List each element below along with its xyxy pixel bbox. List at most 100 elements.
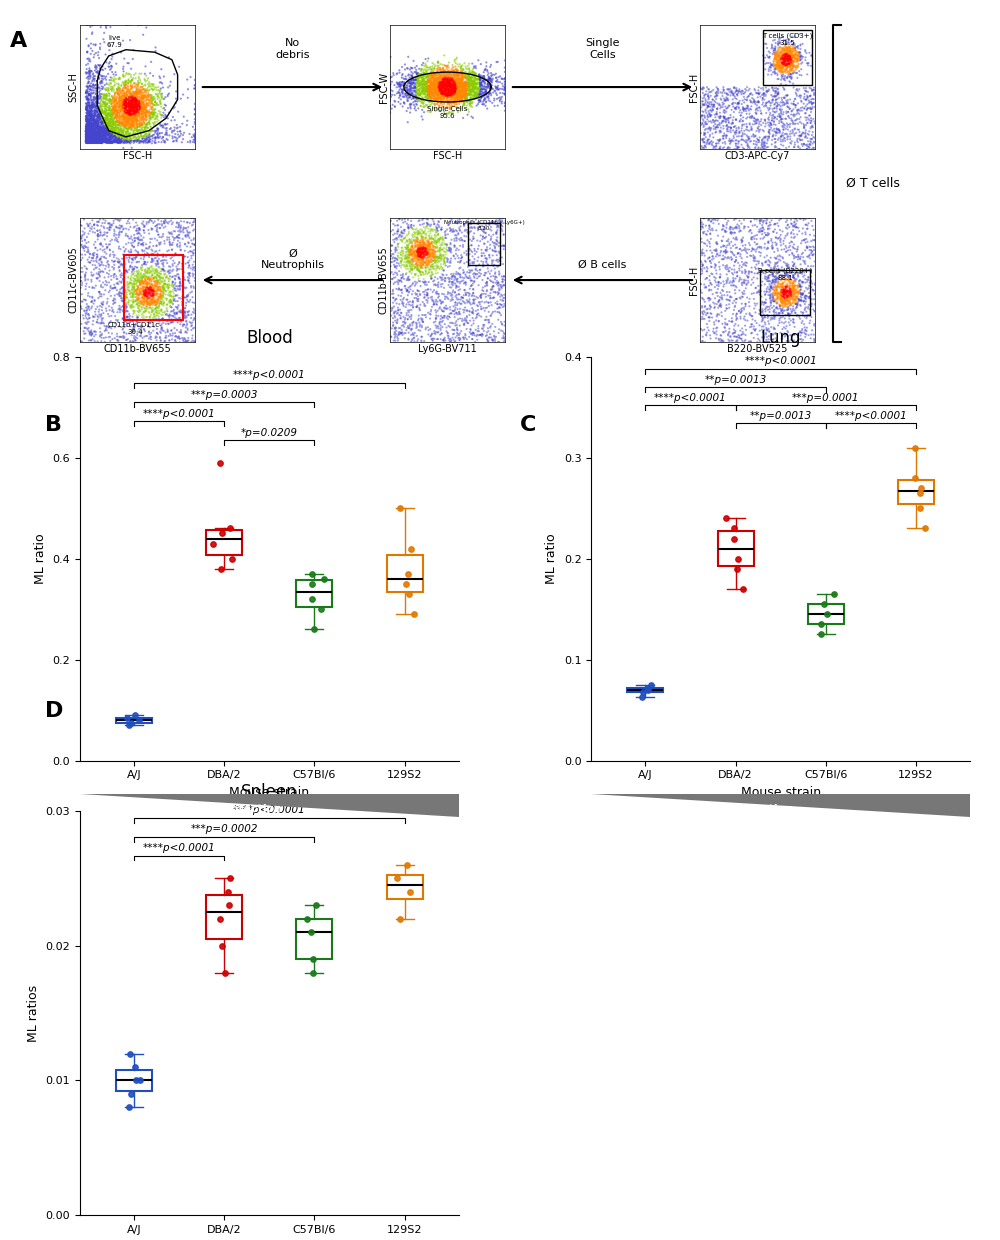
Point bbox=[87, 133, 103, 153]
Point bbox=[798, 262, 814, 281]
Point bbox=[454, 74, 470, 94]
Point bbox=[707, 241, 723, 260]
Point bbox=[453, 68, 469, 88]
Point bbox=[166, 300, 182, 320]
Point bbox=[782, 41, 798, 61]
Point bbox=[102, 104, 118, 124]
Point bbox=[784, 27, 800, 47]
Point bbox=[125, 123, 141, 143]
Point bbox=[205, 533, 221, 553]
Point bbox=[402, 232, 418, 252]
Point bbox=[775, 289, 791, 309]
Point bbox=[467, 83, 483, 103]
Point bbox=[757, 248, 773, 268]
Point bbox=[406, 51, 422, 71]
Point bbox=[425, 264, 441, 284]
Point bbox=[80, 113, 96, 133]
Point bbox=[435, 91, 451, 110]
Point bbox=[727, 234, 743, 254]
Point bbox=[405, 84, 421, 104]
Point bbox=[142, 258, 158, 278]
Point bbox=[783, 330, 799, 350]
Point bbox=[186, 299, 202, 319]
Point bbox=[149, 304, 165, 324]
Point bbox=[91, 87, 107, 107]
Point bbox=[493, 285, 509, 305]
Point bbox=[120, 97, 136, 117]
Point bbox=[425, 74, 441, 94]
Point bbox=[79, 129, 95, 149]
Point bbox=[93, 112, 109, 131]
Point bbox=[434, 78, 450, 98]
Point bbox=[785, 53, 801, 73]
Point bbox=[432, 81, 448, 100]
Point bbox=[497, 68, 513, 88]
Point bbox=[700, 123, 716, 143]
Point bbox=[87, 119, 103, 139]
Point bbox=[414, 243, 430, 263]
Point bbox=[140, 283, 156, 303]
Point bbox=[431, 247, 447, 267]
Point bbox=[408, 239, 424, 259]
Point bbox=[125, 311, 141, 331]
Point bbox=[442, 83, 458, 103]
Point bbox=[756, 89, 772, 109]
Point bbox=[428, 322, 444, 342]
Point bbox=[94, 310, 110, 330]
Point bbox=[728, 217, 744, 237]
Point bbox=[770, 252, 786, 272]
Point bbox=[492, 243, 508, 263]
Point bbox=[452, 69, 468, 89]
Point bbox=[451, 284, 467, 304]
Point bbox=[694, 304, 710, 324]
Point bbox=[759, 82, 775, 102]
Point bbox=[469, 264, 485, 284]
Point bbox=[91, 250, 107, 270]
Point bbox=[793, 279, 809, 299]
Point bbox=[85, 129, 101, 149]
Point bbox=[428, 82, 444, 102]
Point bbox=[788, 258, 804, 278]
Point bbox=[753, 210, 769, 229]
Point bbox=[762, 284, 778, 304]
Point bbox=[187, 112, 203, 131]
Point bbox=[149, 298, 165, 317]
Point bbox=[461, 62, 477, 82]
Point bbox=[728, 250, 744, 270]
Point bbox=[85, 126, 101, 146]
Point bbox=[422, 72, 438, 92]
Point bbox=[420, 243, 436, 263]
Point bbox=[130, 74, 146, 94]
Point bbox=[740, 267, 756, 286]
Point bbox=[695, 102, 711, 122]
Point bbox=[425, 255, 441, 275]
Point bbox=[440, 86, 456, 105]
Point bbox=[441, 83, 457, 103]
Point bbox=[436, 83, 452, 103]
Point bbox=[779, 68, 795, 88]
Point bbox=[115, 301, 131, 321]
Point bbox=[745, 246, 761, 265]
Point bbox=[401, 303, 417, 322]
Point bbox=[445, 72, 461, 92]
Point bbox=[420, 325, 436, 345]
Point bbox=[424, 66, 440, 86]
Point bbox=[473, 74, 489, 94]
Point bbox=[95, 30, 111, 50]
Point bbox=[469, 77, 485, 97]
Point bbox=[425, 237, 441, 257]
Point bbox=[106, 124, 122, 144]
Point bbox=[421, 84, 437, 104]
Point bbox=[458, 73, 474, 93]
Point bbox=[113, 113, 129, 133]
Point bbox=[421, 234, 437, 254]
Point bbox=[709, 234, 725, 254]
Point bbox=[401, 229, 417, 249]
Point bbox=[706, 312, 722, 332]
Point bbox=[428, 222, 444, 242]
Point bbox=[117, 86, 133, 105]
Point bbox=[744, 126, 760, 146]
Point bbox=[434, 270, 450, 290]
Point bbox=[488, 293, 504, 312]
Point bbox=[792, 309, 808, 329]
